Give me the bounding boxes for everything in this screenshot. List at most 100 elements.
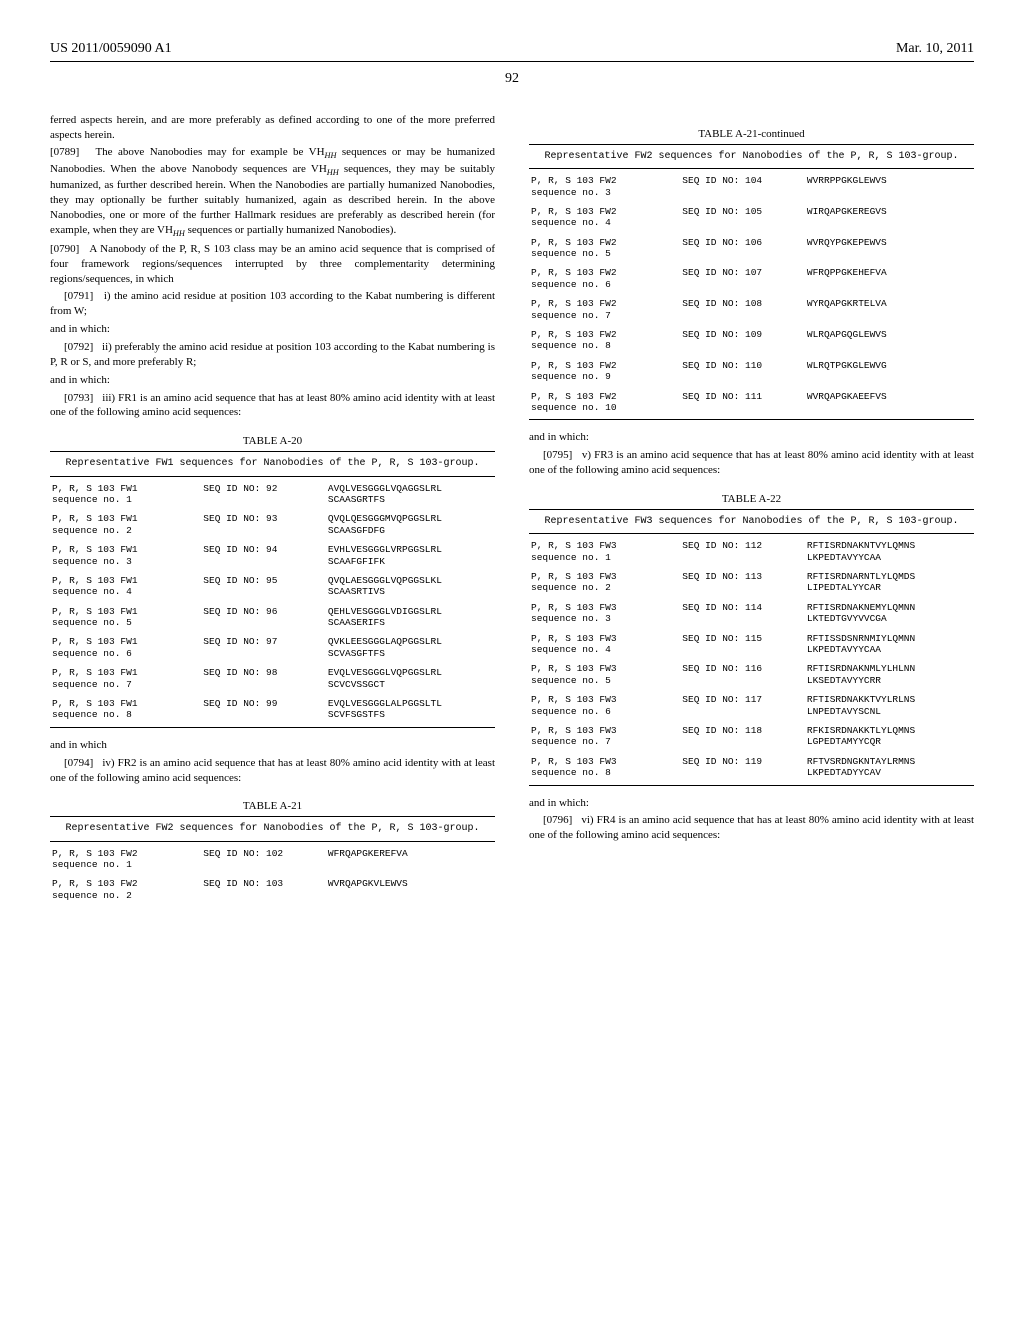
seq-id: SEQ ID NO: 97 [201,632,326,663]
seq-name: P, R, S 103 FW2sequence no. 10 [529,387,680,418]
table-row: P, R, S 103 FW2sequence no. 10SEQ ID NO:… [529,387,974,418]
table-a21-continued: P, R, S 103 FW2sequence no. 3SEQ ID NO: … [529,171,974,417]
continuation-text: ferred aspects herein, and are more pref… [50,113,495,143]
seq-id: SEQ ID NO: 115 [680,629,805,660]
table-a20-caption: TABLE A-20 [50,434,495,449]
table-row: P, R, S 103 FW2sequence no. 9SEQ ID NO: … [529,356,974,387]
seq-id: SEQ ID NO: 116 [680,659,805,690]
page-number: 92 [50,70,974,89]
seq-id: SEQ ID NO: 112 [680,536,805,567]
table-row: P, R, S 103 FW3sequence no. 3SEQ ID NO: … [529,598,974,629]
seq-id: SEQ ID NO: 107 [680,263,805,294]
seq-name: P, R, S 103 FW1sequence no. 6 [50,632,201,663]
seq-name: P, R, S 103 FW3sequence no. 3 [529,598,680,629]
seq-id: SEQ ID NO: 114 [680,598,805,629]
table-row: P, R, S 103 FW2sequence no. 3SEQ ID NO: … [529,171,974,202]
seq-value: WFRQPPGKEHEFVA [805,263,974,294]
table-row: P, R, S 103 FW2sequence no. 2SEQ ID NO: … [50,874,495,905]
seq-id: SEQ ID NO: 103 [201,874,326,905]
seq-value: WVRQAPGKVLEWVS [326,874,495,905]
seq-name: P, R, S 103 FW1sequence no. 4 [50,571,201,602]
table-row: P, R, S 103 FW1sequence no. 5SEQ ID NO: … [50,602,495,633]
page-header: US 2011/0059090 A1 Mar. 10, 2011 [50,40,974,62]
table-row: P, R, S 103 FW3sequence no. 1SEQ ID NO: … [529,536,974,567]
seq-id: SEQ ID NO: 110 [680,356,805,387]
seq-name: P, R, S 103 FW2sequence no. 4 [529,202,680,233]
seq-value: EVQLVESGGGLALPGGSLTLSCVFSGSTFS [326,694,495,725]
and-in-which: and in which: [50,322,495,337]
seq-id: SEQ ID NO: 105 [680,202,805,233]
seq-name: P, R, S 103 FW2sequence no. 6 [529,263,680,294]
seq-id: SEQ ID NO: 102 [201,844,326,875]
and-in-which: and in which: [529,796,974,811]
table-a21c-subcaption: Representative FW2 sequences for Nanobod… [529,147,974,167]
seq-value: RFTISRDNAKNEMYLQMNNLKTEDTGVYVVCGA [805,598,974,629]
seq-id: SEQ ID NO: 96 [201,602,326,633]
seq-id: SEQ ID NO: 119 [680,752,805,783]
table-row: P, R, S 103 FW2sequence no. 7SEQ ID NO: … [529,294,974,325]
doc-number: US 2011/0059090 A1 [50,40,172,59]
table-row: P, R, S 103 FW2sequence no. 8SEQ ID NO: … [529,325,974,356]
right-column: TABLE A-21-continued Representative FW2 … [529,113,974,905]
table-row: P, R, S 103 FW2sequence no. 1SEQ ID NO: … [50,844,495,875]
seq-name: P, R, S 103 FW2sequence no. 2 [50,874,201,905]
seq-value: RFTISRDNAKNTVYLQMNSLKPEDTAVYYCAA [805,536,974,567]
and-in-which: and in which: [529,430,974,445]
seq-id: SEQ ID NO: 99 [201,694,326,725]
seq-name: P, R, S 103 FW3sequence no. 2 [529,567,680,598]
seq-name: P, R, S 103 FW1sequence no. 7 [50,663,201,694]
seq-value: RFKISRDNAKKTLYLQMNSLGPEDTAMYYCQR [805,721,974,752]
seq-id: SEQ ID NO: 92 [201,479,326,510]
table-a21-caption: TABLE A-21 [50,799,495,814]
seq-value: RFTISRDNAKKTVYLRLNSLNPEDTAVYSCNL [805,690,974,721]
para-0794: [0794] iv) FR2 is an amino acid sequence… [50,756,495,786]
seq-value: QVQLAESGGGLVQPGGSLKLSCAASRTIVS [326,571,495,602]
seq-id: SEQ ID NO: 111 [680,387,805,418]
seq-value: RFTISRDNARNTLYLQMDSLIPEDTALYYCAR [805,567,974,598]
table-row: P, R, S 103 FW1sequence no. 1SEQ ID NO: … [50,479,495,510]
para-0792: [0792] ii) preferably the amino acid res… [50,340,495,370]
table-row: P, R, S 103 FW1sequence no. 6SEQ ID NO: … [50,632,495,663]
doc-date: Mar. 10, 2011 [896,40,974,59]
seq-id: SEQ ID NO: 95 [201,571,326,602]
seq-value: QEHLVESGGGLVDIGGSLRLSCAASERIFS [326,602,495,633]
seq-name: P, R, S 103 FW1sequence no. 1 [50,479,201,510]
seq-name: P, R, S 103 FW2sequence no. 3 [529,171,680,202]
para-0791: [0791] i) the amino acid residue at posi… [50,289,495,319]
seq-name: P, R, S 103 FW3sequence no. 7 [529,721,680,752]
para-0789: [0789] The above Nanobodies may for exam… [50,145,495,238]
table-a21-subcaption: Representative FW2 sequences for Nanobod… [50,819,495,839]
left-column: ferred aspects herein, and are more pref… [50,113,495,905]
seq-id: SEQ ID NO: 94 [201,540,326,571]
seq-id: SEQ ID NO: 117 [680,690,805,721]
seq-value: EVHLVESGGGLVRPGGSLRLSCAAFGFIFK [326,540,495,571]
para-0793: [0793] iii) FR1 is an amino acid sequenc… [50,391,495,421]
table-row: P, R, S 103 FW3sequence no. 2SEQ ID NO: … [529,567,974,598]
seq-id: SEQ ID NO: 104 [680,171,805,202]
table-row: P, R, S 103 FW3sequence no. 4SEQ ID NO: … [529,629,974,660]
table-a21c-caption: TABLE A-21-continued [529,127,974,142]
seq-value: WFRQAPGKEREFVA [326,844,495,875]
table-a22-caption: TABLE A-22 [529,492,974,507]
seq-name: P, R, S 103 FW1sequence no. 3 [50,540,201,571]
table-row: P, R, S 103 FW1sequence no. 7SEQ ID NO: … [50,663,495,694]
seq-name: P, R, S 103 FW1sequence no. 8 [50,694,201,725]
seq-id: SEQ ID NO: 93 [201,509,326,540]
seq-value: AVQLVESGGGLVQAGGSLRLSCAASGRTFS [326,479,495,510]
seq-name: P, R, S 103 FW2sequence no. 8 [529,325,680,356]
table-row: P, R, S 103 FW2sequence no. 6SEQ ID NO: … [529,263,974,294]
table-a20-subcaption: Representative FW1 sequences for Nanobod… [50,454,495,474]
seq-id: SEQ ID NO: 113 [680,567,805,598]
seq-id: SEQ ID NO: 109 [680,325,805,356]
seq-value: WIRQAPGKEREGVS [805,202,974,233]
seq-name: P, R, S 103 FW2sequence no. 1 [50,844,201,875]
seq-name: P, R, S 103 FW2sequence no. 5 [529,233,680,264]
table-row: P, R, S 103 FW1sequence no. 8SEQ ID NO: … [50,694,495,725]
seq-value: RFTISRDNAKNMLYLHLNNLKSEDTAVYYCRR [805,659,974,690]
seq-name: P, R, S 103 FW2sequence no. 9 [529,356,680,387]
seq-name: P, R, S 103 FW2sequence no. 7 [529,294,680,325]
seq-value: WVRQYPGKEPEWVS [805,233,974,264]
table-row: P, R, S 103 FW3sequence no. 8SEQ ID NO: … [529,752,974,783]
seq-name: P, R, S 103 FW3sequence no. 6 [529,690,680,721]
table-a21: P, R, S 103 FW2sequence no. 1SEQ ID NO: … [50,844,495,906]
